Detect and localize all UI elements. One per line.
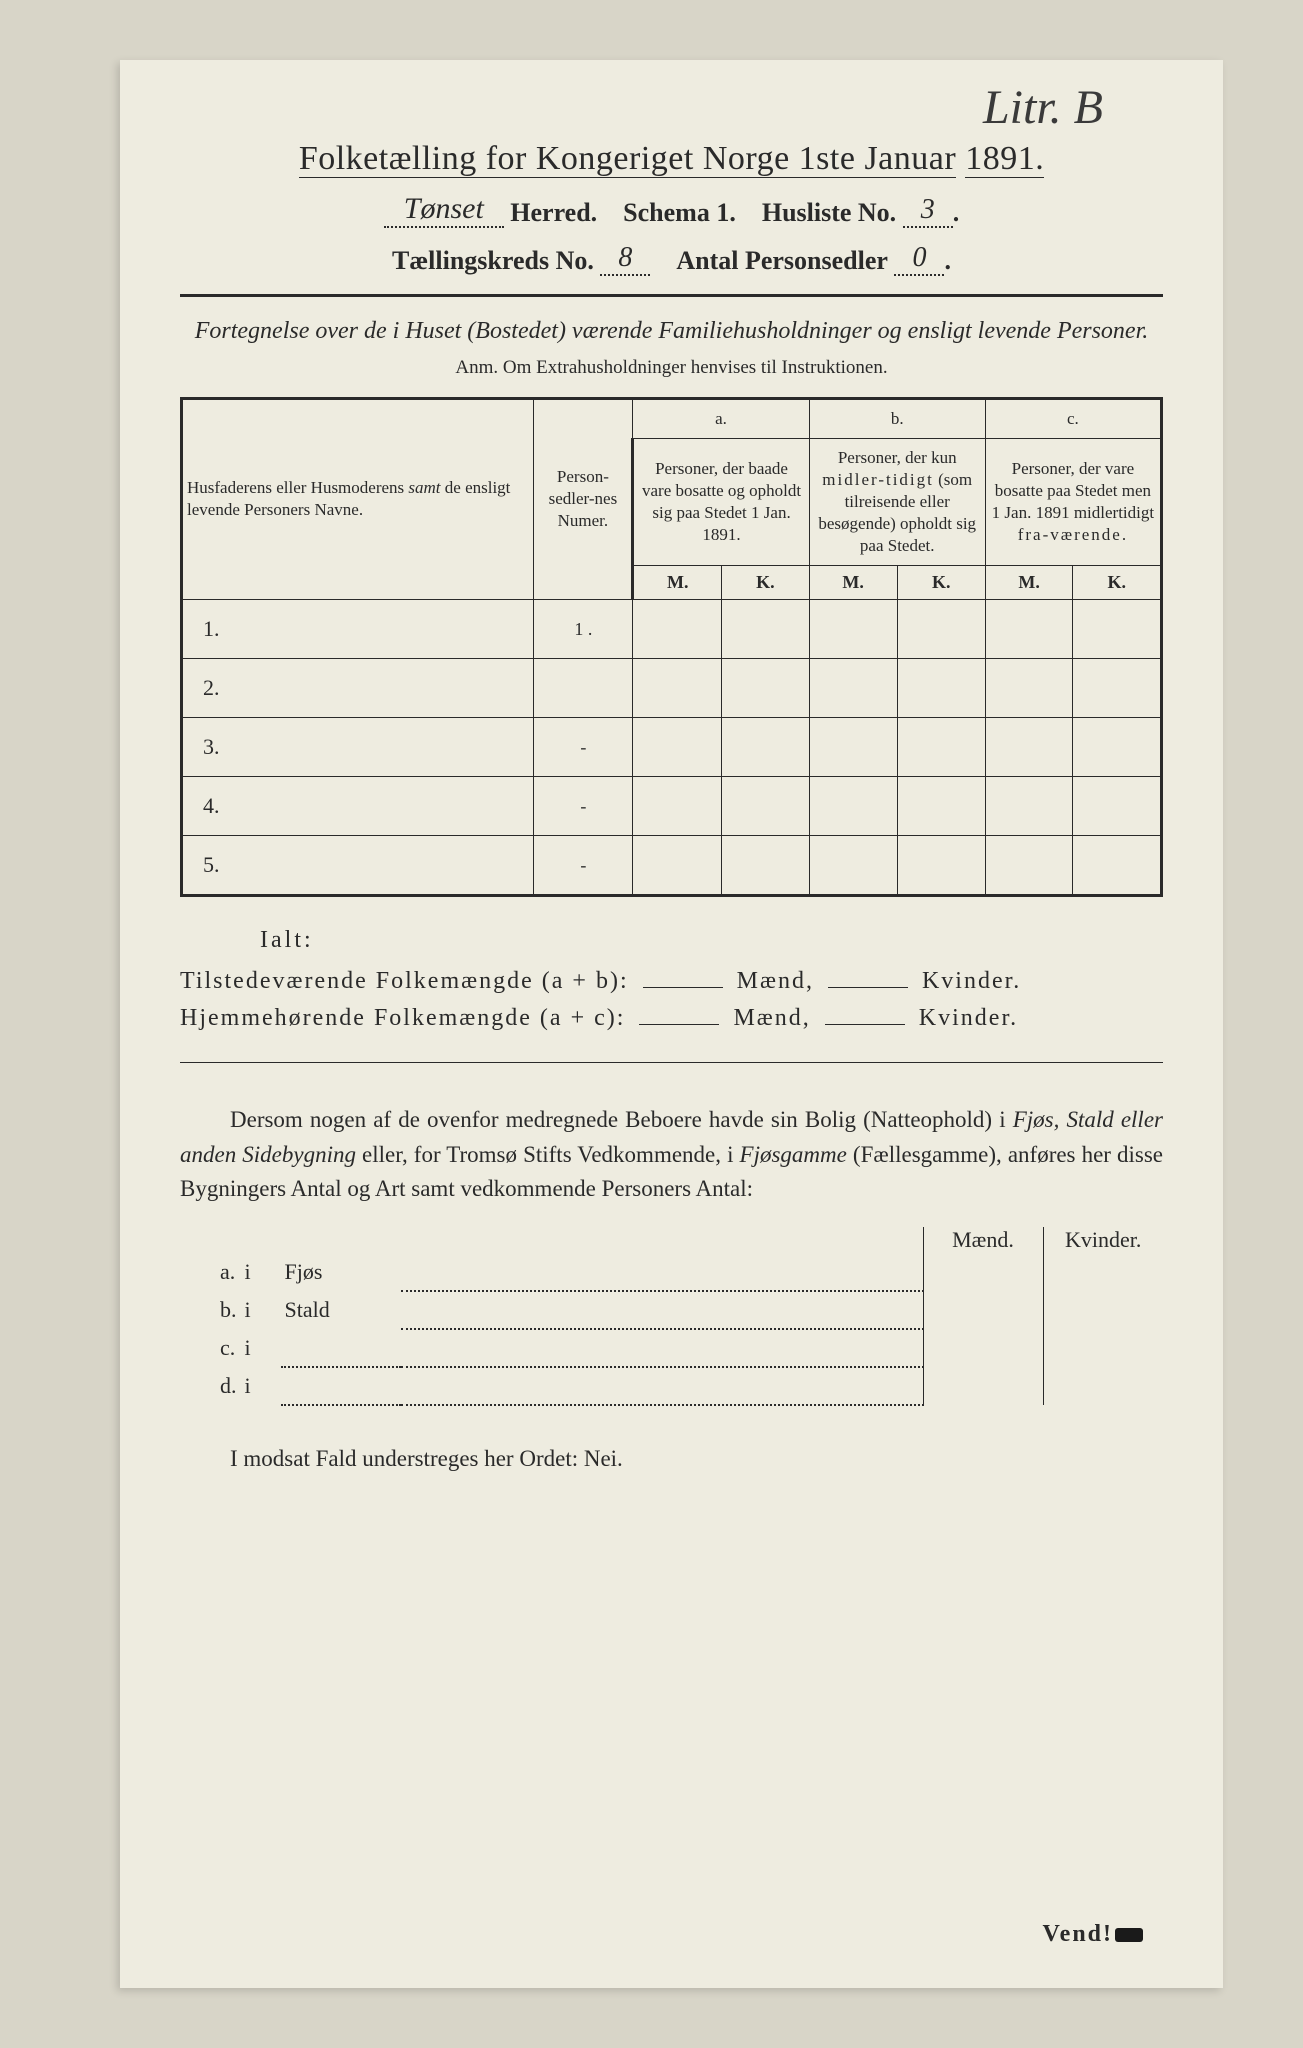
sub-maend: Mænd.	[923, 1227, 1043, 1253]
col-a-text: Personer, der baade vare bosatte og opho…	[633, 438, 809, 565]
col-navne: Husfaderens eller Husmoderens samt de en…	[182, 398, 534, 600]
header-row-2: Tællingskreds No. 8 Antal Personsedler 0…	[180, 242, 1163, 276]
table-row: 3. -	[182, 718, 1162, 777]
herred-value: Tønset	[384, 192, 504, 228]
sub-kvinder: Kvinder.	[1043, 1227, 1163, 1253]
title-prefix: Folketælling for Kongeriget Norge 1ste J…	[299, 140, 956, 178]
sub-table: Mænd. Kvinder. a. i Fjøs b. i Stald c. i…	[180, 1227, 1163, 1406]
handwritten-annotation: Litr. B	[983, 80, 1103, 135]
paragraph-text: Dersom nogen af de ovenfor medregnede Be…	[180, 1103, 1163, 1207]
antal-value: 0	[894, 242, 944, 276]
husliste-value: 3	[903, 194, 953, 228]
table-row: 5. -	[182, 836, 1162, 896]
ink-blot-icon	[1115, 1928, 1143, 1942]
col-a-label: a.	[633, 398, 809, 438]
col-b-mk: M.K.	[809, 566, 985, 600]
sub-row: c. i	[180, 1329, 1163, 1367]
row1-num: 1 .	[534, 600, 633, 659]
sub-row: b. i Stald	[180, 1291, 1163, 1329]
ialt-label: Ialt:	[260, 927, 1163, 954]
kreds-value: 8	[600, 242, 650, 276]
col-b-text: Personer, der kun midler-tidigt (som til…	[809, 438, 985, 565]
header-row-1: Tønset Herred. Schema 1. Husliste No. 3.	[180, 192, 1163, 228]
divider-1	[180, 294, 1163, 297]
summary-line-2: Hjemmehørende Folkemængde (a + c): Mænd,…	[180, 1005, 1163, 1032]
census-form-page: Litr. B Folketælling for Kongeriget Norg…	[120, 60, 1223, 1988]
anm-text: Anm. Om Extrahusholdninger henvises til …	[180, 357, 1163, 379]
kreds-label: Tællingskreds No.	[392, 246, 594, 275]
main-title: Folketælling for Kongeriget Norge 1ste J…	[180, 140, 1163, 178]
husliste-label: Husliste No.	[762, 198, 896, 227]
fortegnelse-text: Fortegnelse over de i Huset (Bostedet) v…	[180, 315, 1163, 349]
table-row: 1. 1 .	[182, 600, 1162, 659]
main-table: Husfaderens eller Husmoderens samt de en…	[180, 397, 1163, 898]
summary-line-1: Tilstedeværende Folkemængde (a + b): Mæn…	[180, 968, 1163, 995]
col-a-mk: M.K.	[633, 566, 809, 600]
title-year: 1891.	[965, 140, 1044, 178]
schema-label: Schema 1.	[623, 198, 736, 227]
modsat-text: I modsat Fald understreges her Ordet: Ne…	[230, 1446, 1163, 1472]
antal-label: Antal Personsedler	[676, 246, 888, 275]
col-numer: Person-sedler-nes Numer.	[534, 398, 633, 600]
table-row: 2.	[182, 659, 1162, 718]
col-c-text: Personer, der vare bosatte paa Stedet me…	[985, 438, 1161, 565]
col-b-label: b.	[809, 398, 985, 438]
vend-label: Vend!	[1043, 1921, 1143, 1948]
divider-2	[180, 1062, 1163, 1063]
col-c-mk: M.K.	[985, 566, 1161, 600]
herred-label: Herred.	[510, 198, 597, 227]
col-c-label: c.	[985, 398, 1161, 438]
table-row: 4. -	[182, 777, 1162, 836]
sub-row: a. i Fjøs	[180, 1253, 1163, 1291]
sub-row: d. i	[180, 1367, 1163, 1405]
